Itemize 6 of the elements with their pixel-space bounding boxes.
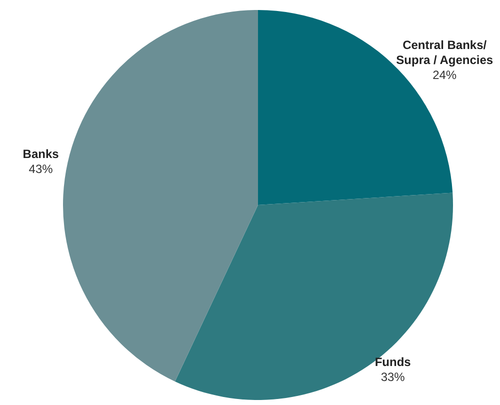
data-label: 33% xyxy=(380,370,406,384)
data-label: 43% xyxy=(28,162,54,176)
slice-label: Funds xyxy=(374,355,412,370)
slice-label: Central Banks/ Supra / Agencies xyxy=(396,38,494,67)
data-label: 24% xyxy=(432,68,457,82)
slice-label: Banks xyxy=(22,147,60,162)
